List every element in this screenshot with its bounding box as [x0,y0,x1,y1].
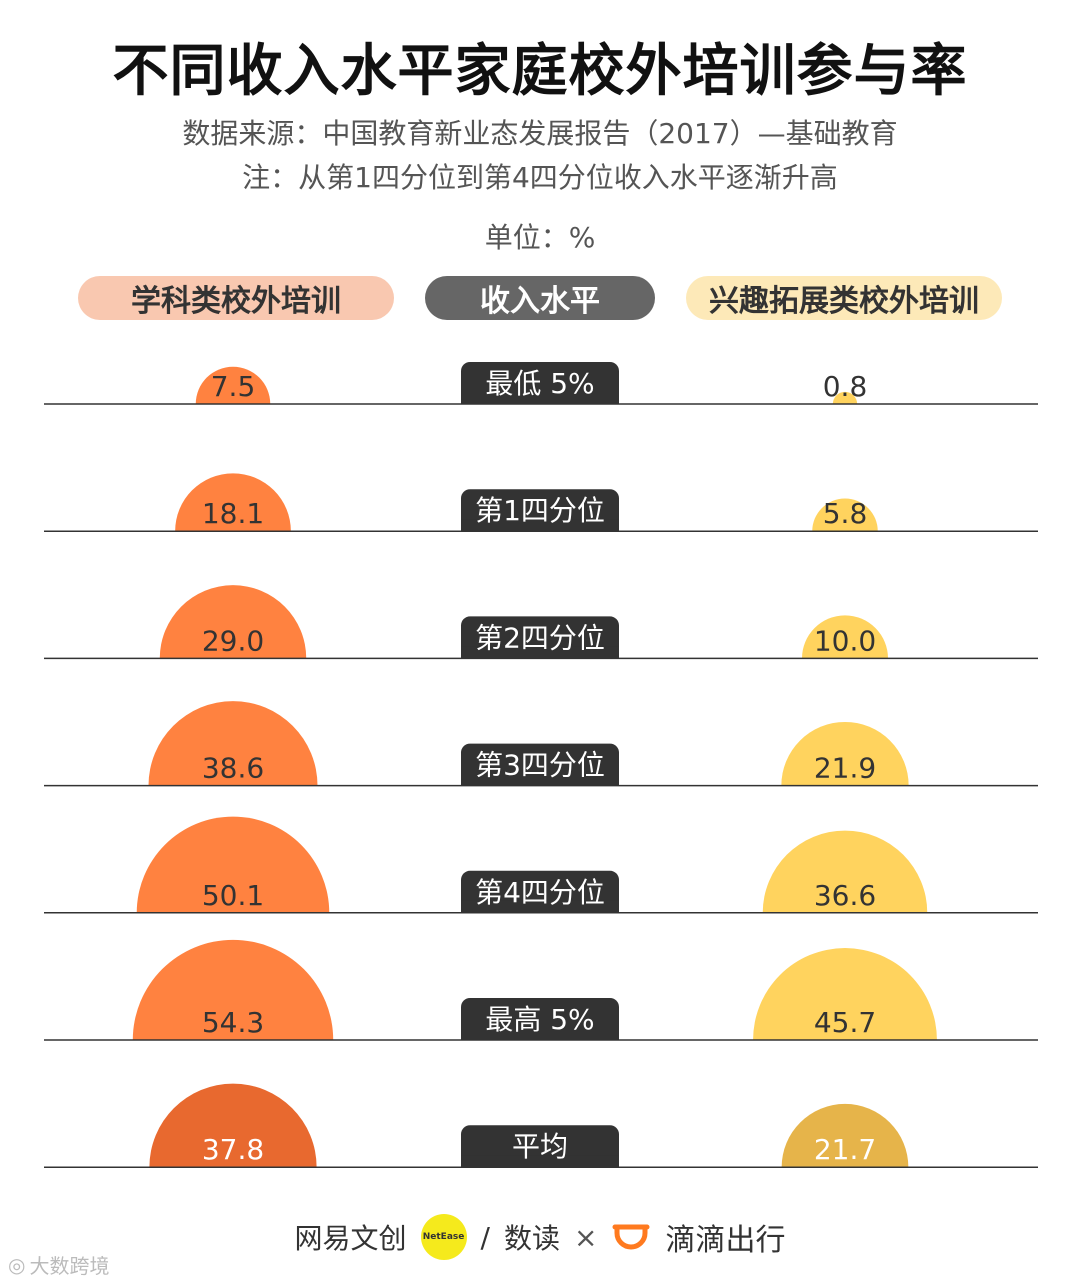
footer: 网易文创 NetEase / 数读 × 滴滴出行 [0,1212,1080,1262]
academic-semicircle-5 [132,939,334,1040]
watermark-text: 大数跨境 [29,1254,110,1278]
source-line: 数据来源：中国教育新业态发展报告（2017）—基础教育 [182,117,898,150]
income-label-3: 第3四分位 [475,749,605,782]
brand-netease-wenchuang: 网易文创 [294,1222,407,1255]
slash-separator: / [480,1220,490,1254]
watermark: ◎ 大数跨境 [8,1250,109,1279]
interest-semicircle-6 [781,1103,909,1168]
income-label-bg-foot-5 [461,1028,619,1040]
chart-title: 不同收入水平家庭校外培训参与率 [112,39,968,104]
brand-shudu: 数读 [503,1222,560,1255]
interest-semicircle-5 [753,948,937,1040]
interest-semicircle-1 [812,498,878,532]
interest-value-6: 21.7 [814,1133,876,1166]
income-label-1: 第1四分位 [475,494,605,527]
watermark-icon: ◎ [8,1252,26,1277]
income-label-0: 最低 5% [485,367,594,400]
income-label-bg-foot-6 [461,1155,619,1168]
income-label-4: 第4四分位 [475,876,605,909]
interest-value-3: 21.9 [814,752,876,785]
note-line: 注：从第1四分位到第4四分位收入水平逐渐升高 [242,161,838,194]
header-academic: 学科类校外培训 [78,276,394,320]
brand-didi: 滴滴出行 [665,1223,786,1258]
academic-semicircle-1 [175,473,291,532]
academic-value-6: 37.8 [202,1133,264,1166]
academic-value-4: 50.1 [202,879,264,912]
income-label-bg-foot-4 [461,900,619,913]
interest-semicircle-3 [781,721,909,786]
interest-semicircle-2 [801,615,889,659]
didi-logo-icon [612,1224,650,1250]
unit-label: 单位：% [484,221,596,254]
academic-value-2: 29.0 [202,624,264,657]
academic-semicircle-3 [148,701,318,786]
income-label-bg-foot-3 [461,773,619,786]
interest-value-2: 10.0 [814,624,876,657]
income-label-6: 平均 [512,1130,568,1163]
interest-value-5: 45.7 [814,1006,876,1039]
interest-value-1: 5.8 [823,497,868,530]
academic-value-0: 7.5 [211,370,256,403]
interest-value-4: 36.6 [814,879,876,912]
income-label-5: 最高 5% [485,1003,594,1036]
income-label-bg-foot-2 [461,646,619,659]
semicircle-chart: 最低 5% 7.5 0.8 第1四分位 18.1 5.8 第2四分位 29.0 10.0 第3四分… [44,362,1038,1168]
header-interest: 兴趣拓展类校外培训 [686,276,1002,320]
interest-semicircle-4 [762,830,928,913]
interest-value-0: 0.8 [823,370,868,403]
netease-badge-icon: NetEase [420,1214,467,1260]
academic-semicircle-0 [195,366,271,404]
income-label-bg-foot-0 [461,392,619,404]
income-label-bg-foot-1 [461,519,619,532]
academic-value-5: 54.3 [202,1006,264,1039]
times-separator: × [574,1220,598,1254]
header-income-level: 收入水平 [425,276,655,320]
income-label-2: 第2四分位 [475,621,605,654]
academic-value-1: 18.1 [202,497,264,530]
academic-semicircle-2 [159,585,307,659]
academic-semicircle-6 [149,1083,317,1168]
academic-semicircle-4 [136,816,330,913]
academic-value-3: 38.6 [202,752,264,785]
interest-semicircle-0 [832,391,858,404]
